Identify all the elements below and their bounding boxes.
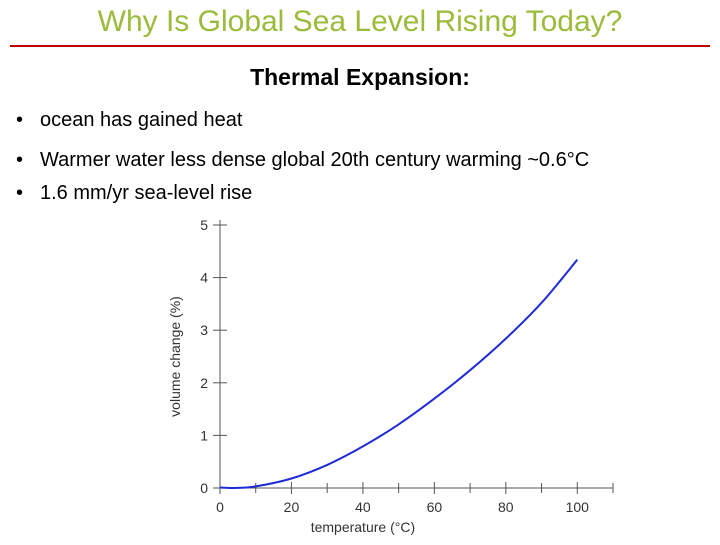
y-tick-label: 4: [200, 270, 208, 286]
x-tick-label: 100: [566, 499, 590, 515]
bullet-marker: •: [16, 149, 24, 171]
bullet-marker: •: [16, 109, 24, 131]
y-tick-label: 5: [200, 217, 208, 233]
y-tick-label: 0: [200, 480, 208, 496]
x-tick-label: 0: [216, 499, 224, 515]
bullet-item: • ocean has gained heat: [16, 107, 242, 133]
chart-container: 0 1 2 3 4 5 0 20 40 60 80 100 temperature (°C) volume…: [150, 200, 630, 540]
slide-subtitle: Thermal Expansion:: [250, 64, 470, 90]
y-axis-label: volume change (%): [167, 296, 183, 417]
volume-change-chart: 0 1 2 3 4 5 0 20 40 60 80 100 temperature (°C) volume…: [167, 217, 614, 535]
x-tick-label: 40: [355, 499, 371, 515]
title-divider: [10, 45, 710, 47]
bullet-item: • Warmer water less dense global 20th cen…: [16, 147, 589, 173]
bullet-text: Warmer water less dense global 20th cent…: [40, 149, 590, 171]
bullet-text: 1.6 mm/yr sea-level rise: [40, 182, 253, 204]
bullet-item: • 1.6 mm/yr sea-level rise: [16, 180, 252, 206]
bullet-text: ocean has gained heat: [40, 109, 243, 131]
x-tick-label: 60: [427, 499, 443, 515]
x-tick-label: 20: [284, 499, 300, 515]
y-tick-label: 2: [200, 375, 208, 391]
x-axis-label: temperature (°C): [311, 519, 415, 535]
series-line: [219, 259, 579, 490]
y-tick-label: 3: [200, 322, 208, 338]
slide-title: Why Is Global Sea Level Rising Today?: [97, 5, 623, 38]
bullet-marker: •: [16, 182, 24, 204]
x-tick-label: 80: [498, 499, 514, 515]
y-tick-label: 1: [200, 427, 208, 443]
